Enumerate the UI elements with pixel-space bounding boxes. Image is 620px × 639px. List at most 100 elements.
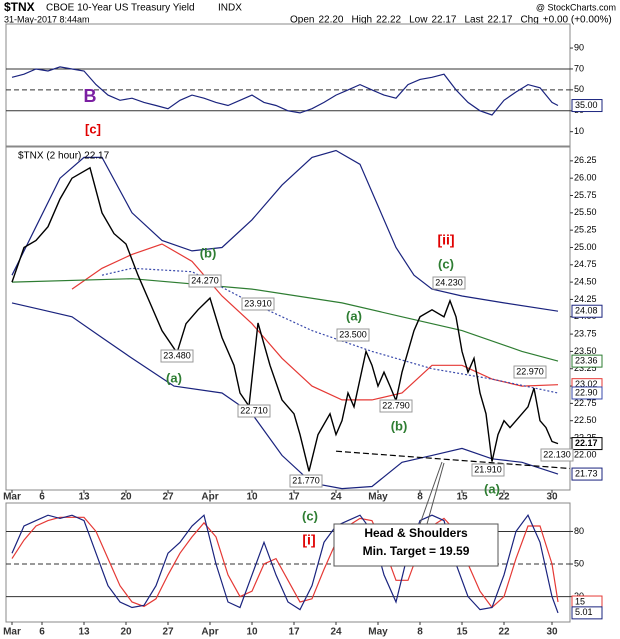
date: 31-May-2017 8:44am [4,14,90,24]
x-tick-label: 8 [417,627,423,638]
y-tick-label: 70 [574,63,584,73]
last-value: 35.00 [575,100,598,110]
last-value: 21.73 [575,468,598,478]
y-tick-label: 24.25 [574,294,597,304]
stat-label: Last [465,15,484,26]
price-label-box [289,474,323,488]
callout-pointer [426,462,445,525]
last-value: 5.01 [575,607,593,617]
price-label: 23.480 [163,350,191,360]
x-tick-label: 17 [288,627,300,638]
y-tick-label: 25.25 [574,225,597,235]
x-tick-label: May [368,492,388,503]
x-tick-label: Mar [3,627,21,638]
x-tick-label: 27 [162,492,174,503]
annotation: (a) [484,481,500,496]
last-value-box [571,467,603,481]
panel-frame [5,502,571,623]
annotation: (a) [346,308,362,323]
price-label-box [188,274,222,288]
exchange: INDX [218,3,242,14]
price-label: 23.500 [339,329,367,339]
price-label-box [241,297,275,311]
x-tick-label: 6 [39,492,45,503]
instrument-name: CBOE 10-Year US Treasury Yield [46,3,195,14]
last-value: 22.17 [575,438,598,448]
annotation: [i] [302,532,315,548]
price-label-box [160,349,194,363]
annotation: (a) [166,370,182,385]
price-label-box [540,448,574,462]
annotation: (b) [200,245,217,260]
annotation: (c) [438,256,454,271]
callout-pointer [419,461,443,525]
stat-label: Low [409,15,428,26]
last-value-box [571,304,603,318]
callout-box [333,523,499,567]
y-tick-label: 90 [574,42,584,52]
x-tick-label: 17 [288,492,300,503]
panel-frame [5,23,571,147]
y-tick-label: 22.50 [574,415,597,425]
x-tick-label: 24 [330,492,342,503]
x-tick-label: 30 [546,492,558,503]
y-tick-label: 23.25 [574,363,597,373]
y-tick-label: 25.50 [574,207,597,217]
annotation: (c) [302,508,318,523]
x-tick-label: Mar [3,492,21,503]
x-tick-label: May [368,627,388,638]
stat-value: +0.00 (+0.00%) [543,15,612,26]
last-value: 15 [575,596,585,606]
x-tick-label: Apr [201,627,218,638]
series-line [11,516,559,609]
price-label: 21.910 [474,464,502,474]
last-value-box [571,606,603,620]
price-label-box [471,463,505,477]
annotation: Min. Target = 19.59 [363,544,470,558]
x-tick-label: 20 [120,492,132,503]
last-value: 24.08 [575,306,598,316]
last-value: 22.90 [575,387,598,397]
x-tick-label: 22 [498,627,510,638]
x-tick-label: 10 [246,627,258,638]
symbol: $TNX [4,0,35,14]
x-tick-label: 20 [120,627,132,638]
price-label: 24.230 [435,277,463,287]
x-tick-label: 30 [546,627,558,638]
x-tick-label: 8 [417,492,423,503]
price-label: 22.970 [516,366,544,376]
x-tick-label: 22 [498,492,510,503]
x-tick-label: 13 [78,627,90,638]
series-line [335,450,570,470]
price-label-box [237,404,271,418]
last-value-box [571,354,603,368]
price-label-box [336,328,370,342]
last-value-box [571,386,603,400]
annotation: [c] [85,121,101,136]
x-tick-label: 15 [456,627,468,638]
y-tick-label: 26.00 [574,173,597,183]
series-line [11,66,559,116]
last-value-box [571,437,603,451]
stat-value: 22.20 [318,15,343,26]
annotation: B [84,86,97,106]
y-tick-label: 24.50 [574,276,597,286]
y-tick-label: 50 [574,84,584,94]
y-tick-label: 23.75 [574,328,597,338]
price-label: 22.790 [382,400,410,410]
last-value: 23.02 [575,379,598,389]
price-label: 21.770 [292,475,320,485]
annotation: [ii] [437,232,454,248]
price-label: 22.710 [240,405,268,415]
x-tick-label: 27 [162,627,174,638]
price-label-box [379,399,413,413]
stat-label: Open [290,15,314,26]
last-value: 23.36 [575,355,598,365]
y-tick-label: 26.25 [574,155,597,165]
series-line [11,166,559,472]
annotation: (b) [391,418,408,433]
x-tick-label: 13 [78,492,90,503]
series-line [11,149,559,312]
x-tick-label: 15 [456,492,468,503]
